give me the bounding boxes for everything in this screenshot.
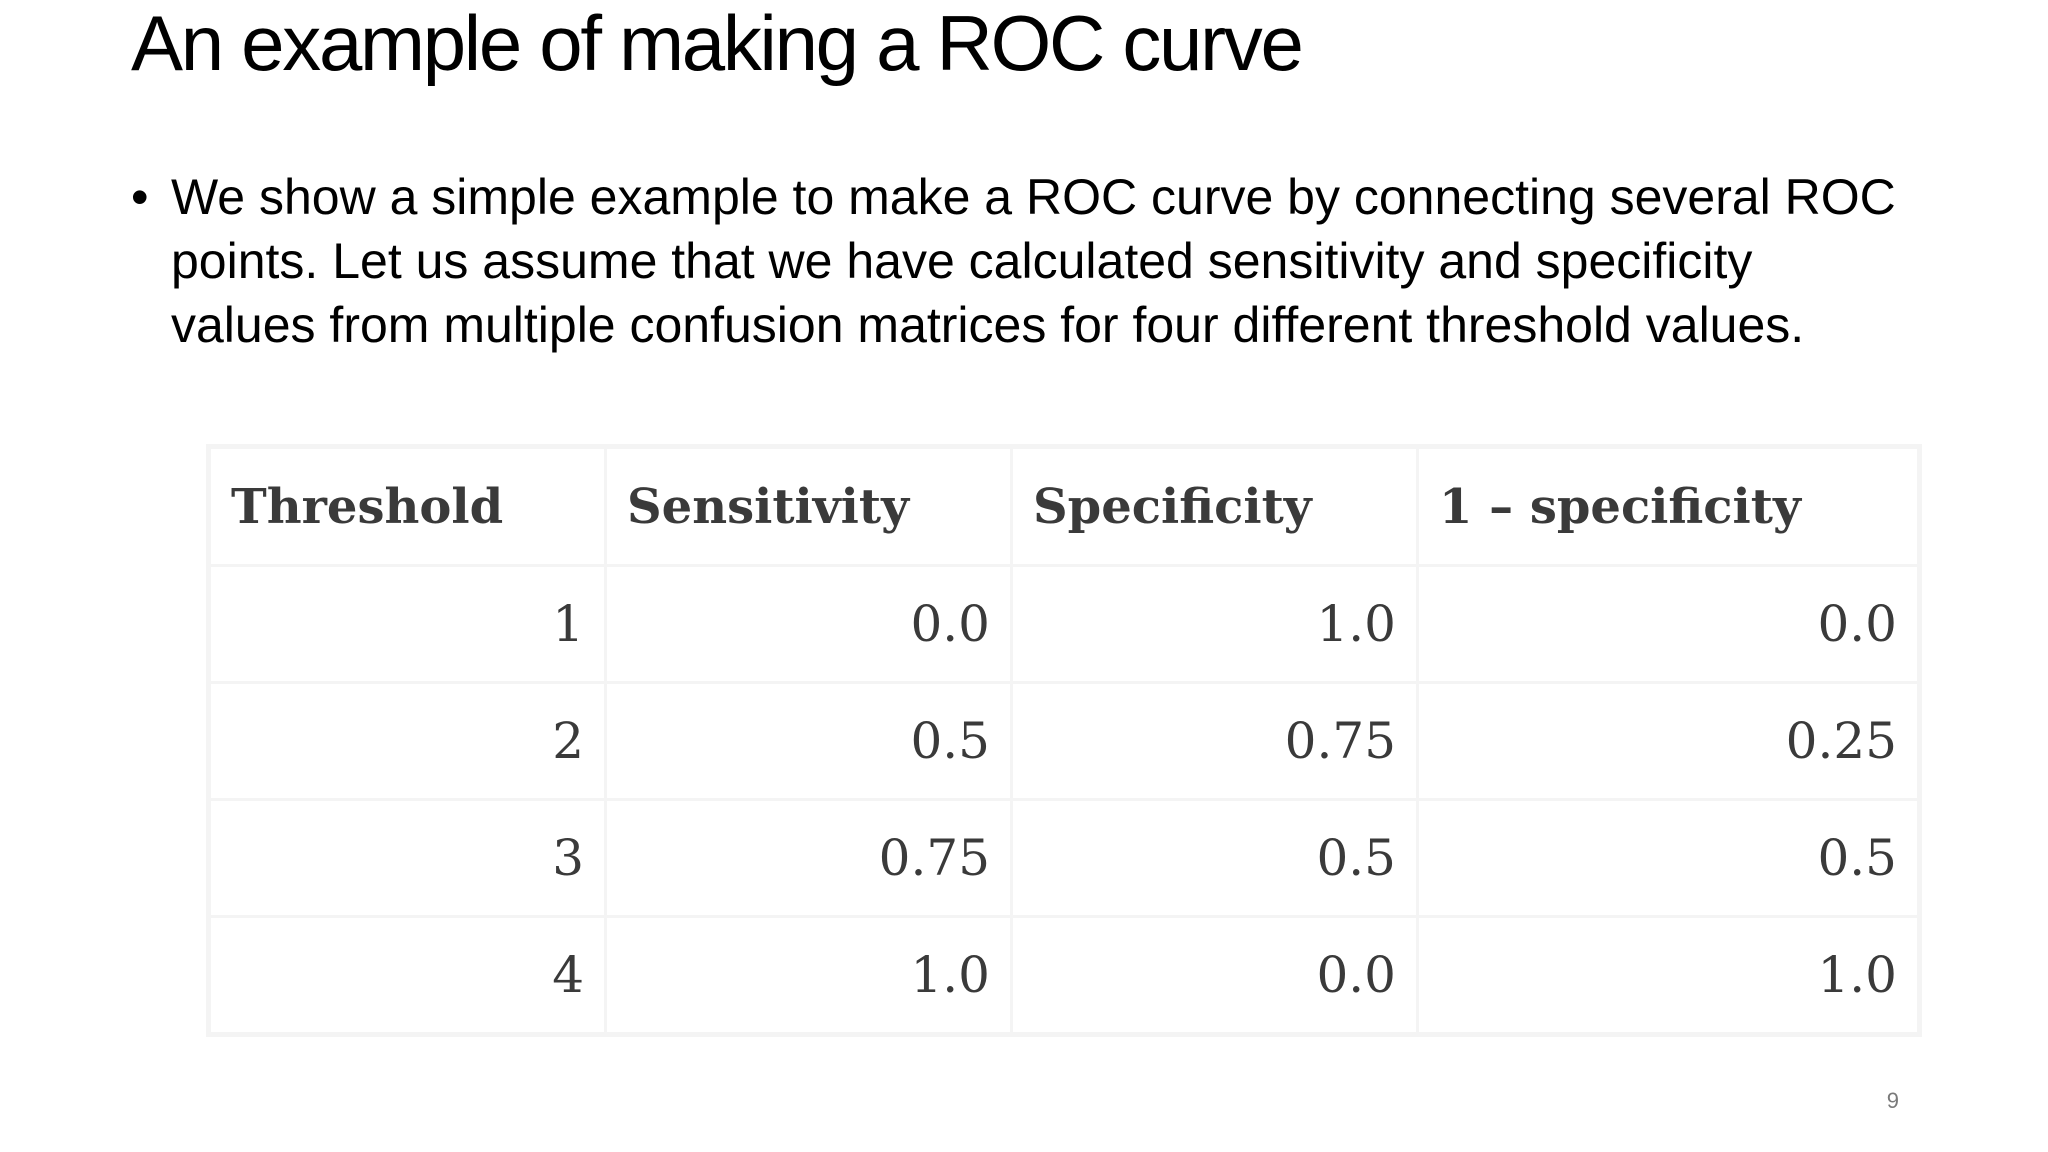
header-sensitivity: Sensitivity bbox=[607, 449, 1010, 564]
table-row: 4 1.0 0.0 1.0 bbox=[211, 918, 1917, 1032]
cell-specificity: 0.0 bbox=[1013, 918, 1416, 1032]
cell-specificity: 0.5 bbox=[1013, 801, 1416, 915]
cell-one-minus-specificity: 1.0 bbox=[1419, 918, 1917, 1032]
cell-specificity: 0.75 bbox=[1013, 684, 1416, 798]
table-row: 3 0.75 0.5 0.5 bbox=[211, 801, 1917, 915]
cell-one-minus-specificity: 0.0 bbox=[1419, 567, 1917, 681]
threshold-table-container: Threshold Sensitivity Specificity 1 – sp… bbox=[206, 444, 1922, 1037]
bullet-text-line: values from multiple confusion matrices … bbox=[171, 297, 1805, 353]
header-one-minus-specificity: 1 – specificity bbox=[1419, 449, 1917, 564]
bullet-text-line: We show a simple example to make a ROC c… bbox=[171, 169, 1896, 225]
cell-one-minus-specificity: 0.5 bbox=[1419, 801, 1917, 915]
cell-threshold: 1 bbox=[211, 567, 604, 681]
cell-threshold: 3 bbox=[211, 801, 604, 915]
cell-specificity: 1.0 bbox=[1013, 567, 1416, 681]
cell-one-minus-specificity: 0.25 bbox=[1419, 684, 1917, 798]
cell-sensitivity: 0.75 bbox=[607, 801, 1010, 915]
cell-sensitivity: 0.0 bbox=[607, 567, 1010, 681]
bullet-item: • We show a simple example to make a ROC… bbox=[131, 165, 2011, 357]
cell-threshold: 4 bbox=[211, 918, 604, 1032]
header-specificity: Specificity bbox=[1013, 449, 1416, 564]
cell-threshold: 2 bbox=[211, 684, 604, 798]
bullet-text-line: points. Let us assume that we have calcu… bbox=[171, 233, 1753, 289]
page-number: 9 bbox=[1886, 1088, 1899, 1113]
slide-title: An example of making a ROC curve bbox=[131, 0, 1304, 87]
bullet-marker: • bbox=[131, 169, 149, 225]
header-threshold: Threshold bbox=[211, 449, 604, 564]
table-header-row: Threshold Sensitivity Specificity 1 – sp… bbox=[211, 449, 1917, 564]
table-row: 1 0.0 1.0 0.0 bbox=[211, 567, 1917, 681]
cell-sensitivity: 1.0 bbox=[607, 918, 1010, 1032]
cell-sensitivity: 0.5 bbox=[607, 684, 1010, 798]
table-row: 2 0.5 0.75 0.25 bbox=[211, 684, 1917, 798]
bullet-list: • We show a simple example to make a ROC… bbox=[131, 165, 2011, 357]
threshold-table: Threshold Sensitivity Specificity 1 – sp… bbox=[208, 446, 1920, 1035]
